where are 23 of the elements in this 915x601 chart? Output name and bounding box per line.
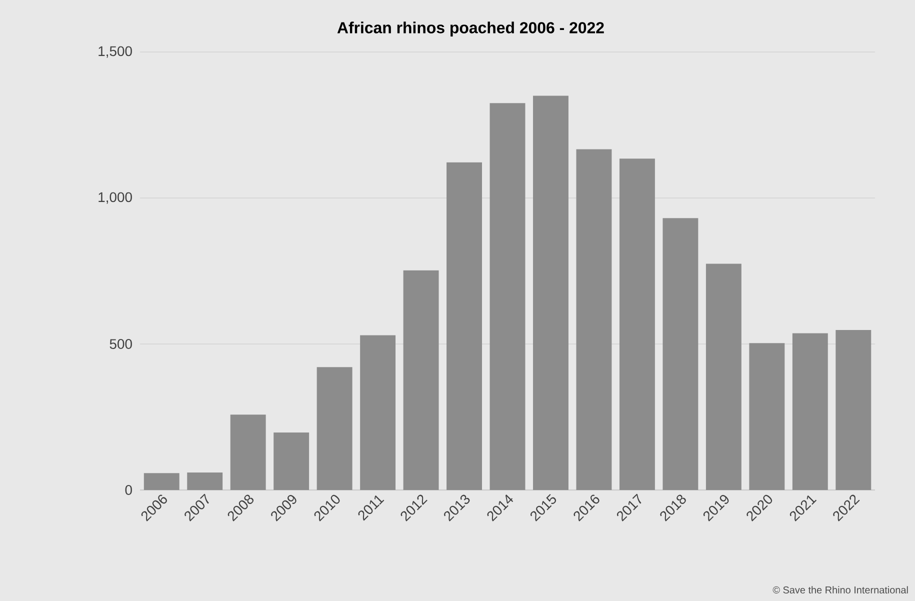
y-tick-label: 0 xyxy=(125,485,132,495)
bar xyxy=(836,330,872,490)
bar xyxy=(619,158,655,490)
bar xyxy=(360,335,396,490)
y-tick-label: 1,500 xyxy=(98,46,132,58)
chart-title: African rhinos poached 2006 - 2022 xyxy=(337,22,604,37)
bar xyxy=(792,333,828,490)
y-tick-label: 1,000 xyxy=(98,192,132,204)
bar xyxy=(274,432,310,490)
bar xyxy=(316,367,352,490)
bar xyxy=(749,343,785,490)
bar xyxy=(446,162,482,490)
bar xyxy=(490,103,526,490)
bar xyxy=(144,473,180,490)
bar xyxy=(533,96,568,490)
y-tick-label: 500 xyxy=(110,339,132,349)
bar xyxy=(230,414,266,490)
bar xyxy=(403,270,439,490)
text: © Save the Rhino International xyxy=(772,586,908,594)
bar xyxy=(187,472,223,490)
bar xyxy=(576,149,612,490)
bar xyxy=(706,264,742,490)
bar xyxy=(662,218,698,490)
